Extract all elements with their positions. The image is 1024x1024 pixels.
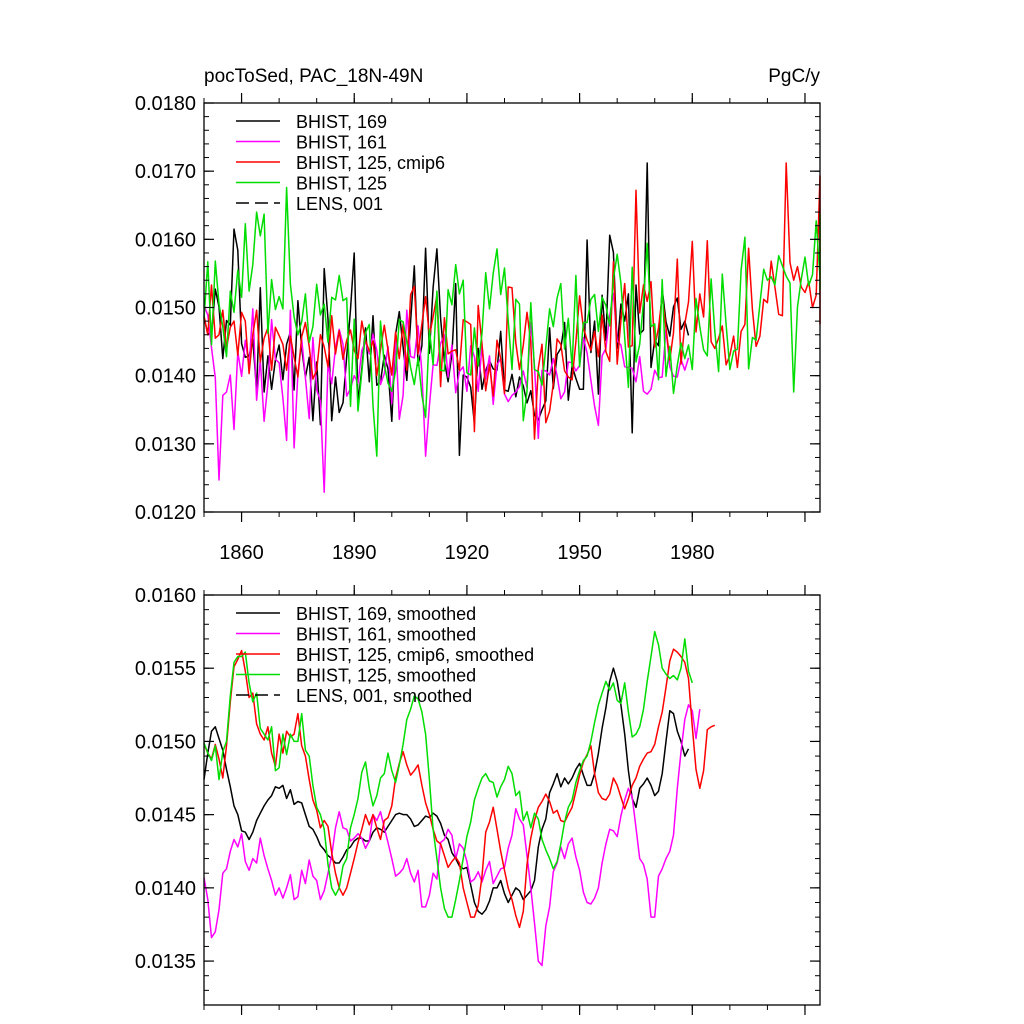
bottom-ytick-label: 0.0135 — [135, 951, 196, 973]
top-series-bhist-161 — [203, 292, 690, 493]
top-xtick-label: 1950 — [557, 542, 602, 564]
top-ytick-label: 0.0180 — [135, 93, 196, 115]
bottom-ytick-label: 0.0145 — [135, 805, 196, 827]
top-xtick-label: 1980 — [670, 542, 715, 564]
bottom-series-bhist-169-smoothed — [203, 667, 690, 915]
top-legend-label-lens-001: LENS, 001 — [296, 194, 383, 214]
top-panel: pocToSed, PAC_18N-49N PgC/y 0.0120 0.0130… — [135, 66, 821, 564]
top-ytick-label: 0.0130 — [135, 434, 196, 456]
top-xtick-label: 1860 — [219, 542, 264, 564]
top-legend-label-bhist-125-cmip6: BHIST, 125, cmip6 — [296, 153, 445, 173]
bottom-series-layer — [203, 630, 716, 967]
bottom-panel: 0.0135 0.0140 0.0145 0.0150 0.0155 0.0160 BHI… — [135, 585, 821, 1015]
bottom-legend-label-bhist-169-smoothed: BHIST, 169, smoothed — [296, 604, 476, 624]
top-ytick-label: 0.0120 — [135, 502, 196, 524]
top-ytick-label: 0.0170 — [135, 161, 196, 183]
top-axes: 0.0120 0.0130 0.0140 0.0150 0.0160 0.0170 0.01… — [135, 93, 820, 564]
top-ytick-label: 0.0150 — [135, 298, 196, 320]
top-legend-label-bhist-169: BHIST, 169 — [296, 112, 387, 132]
bottom-legend-label-bhist-125-cmip6-smoothed: BHIST, 125, cmip6, smoothed — [296, 645, 534, 665]
top-series-layer — [203, 162, 821, 493]
top-legend-label-bhist-161: BHIST, 161 — [296, 133, 387, 153]
bottom-legend-label-bhist-125-smoothed: BHIST, 125, smoothed — [296, 666, 476, 686]
top-chart-title: pocToSed, PAC_18N-49N — [204, 66, 423, 87]
top-ytick-label: 0.0140 — [135, 366, 196, 388]
top-xtick-label: 1920 — [445, 542, 490, 564]
bottom-legend-label-bhist-161-smoothed: BHIST, 161, smoothed — [296, 625, 476, 645]
bottom-ytick-label: 0.0140 — [135, 878, 196, 900]
top-ytick-label: 0.0160 — [135, 229, 196, 251]
top-xtick-label: 1890 — [332, 542, 377, 564]
top-legend-label-bhist-125: BHIST, 125 — [296, 174, 387, 194]
bottom-series-bhist-161-smoothed — [203, 704, 701, 967]
bottom-axes: 0.0135 0.0140 0.0145 0.0150 0.0155 0.0160 — [135, 585, 820, 1015]
bottom-ytick-label: 0.0160 — [135, 585, 196, 607]
bottom-legend-label-lens-001-smoothed: LENS, 001, smoothed — [296, 686, 472, 706]
bottom-series-bhist-125-cmip6-smoothed — [203, 648, 716, 929]
top-series-bhist-125 — [203, 186, 821, 457]
top-chart-units: PgC/y — [768, 66, 820, 87]
bottom-series-bhist-125-smoothed — [203, 630, 694, 918]
bottom-ytick-label: 0.0150 — [135, 731, 196, 753]
bottom-ytick-label: 0.0155 — [135, 658, 196, 680]
